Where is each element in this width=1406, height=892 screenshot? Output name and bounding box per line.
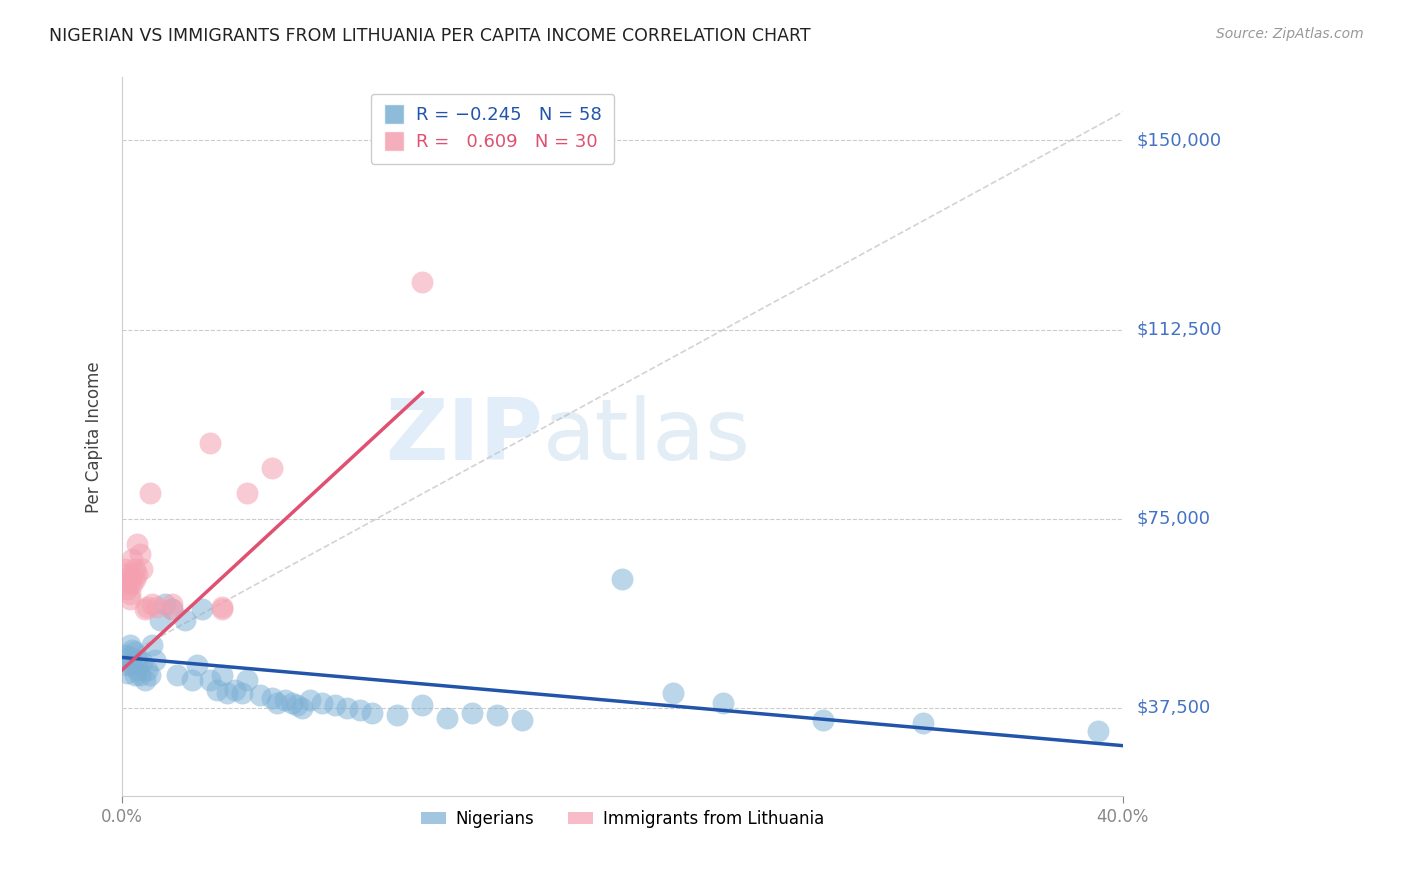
- Point: [131, 656, 153, 670]
- Point: [224, 683, 246, 698]
- Point: [160, 602, 183, 616]
- Point: [436, 711, 458, 725]
- Point: [262, 690, 284, 705]
- Point: [211, 599, 233, 614]
- Text: $75,000: $75,000: [1137, 509, 1211, 528]
- Point: [166, 668, 188, 682]
- Point: [124, 572, 146, 586]
- Point: [121, 552, 143, 566]
- Point: [173, 613, 195, 627]
- Point: [811, 714, 834, 728]
- Point: [141, 638, 163, 652]
- Point: [236, 673, 259, 687]
- Point: [217, 686, 239, 700]
- Point: [211, 602, 233, 616]
- Point: [205, 683, 228, 698]
- Point: [285, 698, 308, 713]
- Point: [128, 547, 150, 561]
- Point: [141, 598, 163, 612]
- Point: [134, 673, 156, 687]
- Point: [138, 486, 160, 500]
- Point: [115, 665, 138, 680]
- Point: [191, 602, 214, 616]
- Point: [138, 668, 160, 682]
- Point: [281, 696, 304, 710]
- Legend: Nigerians, Immigrants from Lithuania: Nigerians, Immigrants from Lithuania: [415, 803, 831, 835]
- Point: [291, 701, 314, 715]
- Point: [160, 602, 183, 616]
- Point: [121, 643, 143, 657]
- Point: [411, 275, 433, 289]
- Point: [121, 577, 143, 591]
- Point: [311, 696, 333, 710]
- Point: [128, 668, 150, 682]
- Point: [387, 708, 409, 723]
- Y-axis label: Per Capita Income: Per Capita Income: [86, 361, 103, 513]
- Point: [125, 663, 148, 677]
- Point: [115, 567, 138, 582]
- Point: [121, 567, 143, 582]
- Point: [361, 706, 384, 720]
- Point: [118, 638, 141, 652]
- Point: [236, 486, 259, 500]
- Point: [323, 698, 346, 713]
- Point: [125, 653, 148, 667]
- Point: [198, 673, 221, 687]
- Point: [336, 701, 359, 715]
- Point: [115, 582, 138, 597]
- Point: [273, 693, 295, 707]
- Point: [124, 668, 146, 682]
- Point: [121, 657, 143, 672]
- Point: [298, 693, 321, 707]
- Point: [262, 461, 284, 475]
- Point: [149, 613, 172, 627]
- Point: [124, 562, 146, 576]
- Point: [486, 708, 509, 723]
- Point: [125, 537, 148, 551]
- Point: [118, 592, 141, 607]
- Point: [349, 703, 371, 717]
- Point: [131, 562, 153, 576]
- Text: $112,500: $112,500: [1137, 320, 1222, 339]
- Point: [266, 696, 288, 710]
- Point: [411, 698, 433, 713]
- Point: [115, 657, 138, 672]
- Text: $150,000: $150,000: [1137, 131, 1222, 150]
- Point: [136, 599, 159, 614]
- Point: [231, 686, 253, 700]
- Point: [249, 688, 271, 702]
- Point: [136, 663, 159, 677]
- Point: [115, 572, 138, 586]
- Text: atlas: atlas: [543, 395, 751, 478]
- Point: [114, 562, 136, 576]
- Point: [512, 714, 534, 728]
- Point: [186, 657, 208, 672]
- Point: [125, 567, 148, 582]
- Text: $37,500: $37,500: [1137, 698, 1211, 717]
- Point: [118, 650, 141, 665]
- Point: [114, 648, 136, 662]
- Text: ZIP: ZIP: [385, 395, 543, 478]
- Point: [612, 572, 634, 586]
- Point: [134, 602, 156, 616]
- Point: [124, 645, 146, 659]
- Point: [118, 587, 141, 601]
- Text: Source: ZipAtlas.com: Source: ZipAtlas.com: [1216, 27, 1364, 41]
- Point: [118, 574, 141, 589]
- Point: [181, 673, 204, 687]
- Point: [153, 598, 176, 612]
- Text: NIGERIAN VS IMMIGRANTS FROM LITHUANIA PER CAPITA INCOME CORRELATION CHART: NIGERIAN VS IMMIGRANTS FROM LITHUANIA PE…: [49, 27, 811, 45]
- Point: [911, 715, 934, 730]
- Point: [661, 686, 683, 700]
- Point: [143, 653, 166, 667]
- Point: [711, 696, 734, 710]
- Point: [160, 598, 183, 612]
- Point: [114, 577, 136, 591]
- Point: [198, 436, 221, 450]
- Point: [146, 599, 169, 614]
- Point: [1087, 723, 1109, 738]
- Point: [211, 668, 233, 682]
- Point: [461, 706, 484, 720]
